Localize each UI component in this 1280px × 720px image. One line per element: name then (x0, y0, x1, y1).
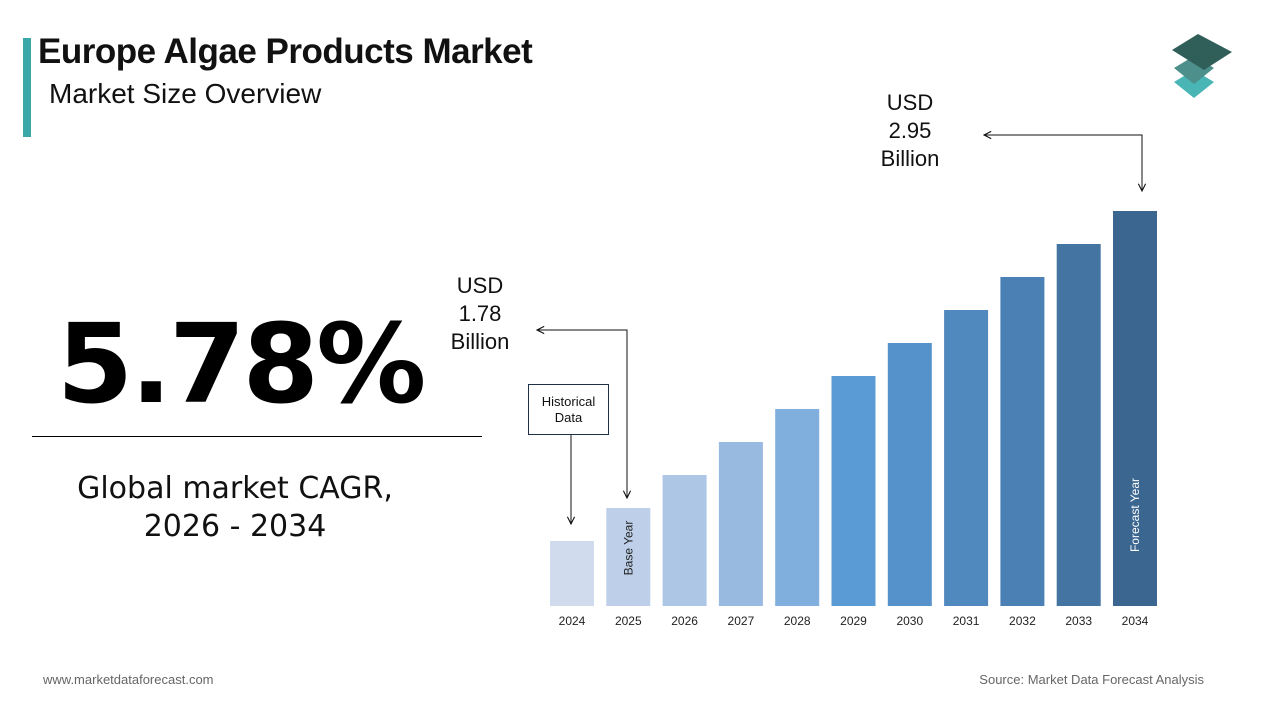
bar-2031 (944, 310, 989, 606)
x-tick-label: 2024 (559, 614, 586, 628)
bar-2034 (1113, 211, 1157, 606)
x-tick-label: 2030 (896, 614, 923, 628)
base-value-callout: USD 1.78 Billion (440, 272, 520, 356)
bar-2029 (831, 376, 876, 606)
bar-2027 (718, 442, 763, 606)
x-tick-label: 2029 (840, 614, 867, 628)
x-tick-label: 2032 (1009, 614, 1036, 628)
x-tick-label: 2026 (671, 614, 698, 628)
divider (32, 436, 482, 437)
x-tick-label: 2028 (784, 614, 811, 628)
bar-2026 (662, 475, 707, 606)
page-title: Europe Algae Products Market (38, 32, 533, 71)
x-tick-label: 2034 (1122, 614, 1149, 628)
bar-2025 (606, 508, 651, 606)
forecast-value-callout: USD 2.95 Billion (868, 89, 952, 173)
x-tick-label: 2033 (1065, 614, 1092, 628)
x-tick-label: 2025 (615, 614, 642, 628)
forecast-arrow (984, 135, 1142, 191)
bar-2032 (1000, 277, 1045, 606)
bar-2030 (887, 343, 932, 606)
x-tick-label: 2031 (953, 614, 980, 628)
callout-currency: USD (456, 273, 504, 298)
bar-2028 (775, 409, 820, 606)
bar-annotation: Base Year (621, 521, 635, 576)
callout-unit: Billion (450, 329, 510, 354)
bar-2033 (1056, 244, 1101, 606)
cagr-label-line2: 2026 - 2034 (143, 509, 327, 544)
callout-currency: USD (886, 90, 934, 115)
title-accent-bar (23, 38, 31, 137)
callout-value: 1.78 (458, 301, 502, 326)
cagr-label-line1: Global market CAGR, (77, 471, 393, 506)
page-subtitle: Market Size Overview (49, 78, 322, 109)
x-tick-label: 2027 (728, 614, 755, 628)
stacked-layers-logo-icon (1172, 34, 1232, 98)
cagr-value: 5.78% (56, 300, 427, 428)
cagr-label: Global market CAGR, 2026 - 2034 (40, 470, 430, 546)
bar-2024 (550, 541, 594, 606)
callout-value: 2.95 (888, 118, 932, 143)
source-note: Source: Market Data Forecast Analysis (979, 672, 1204, 687)
callout-unit: Billion (880, 146, 940, 171)
base-arrow (537, 330, 627, 498)
website-link[interactable]: www.marketdataforecast.com (43, 672, 214, 687)
bar-annotation: Forecast Year (1128, 478, 1142, 552)
